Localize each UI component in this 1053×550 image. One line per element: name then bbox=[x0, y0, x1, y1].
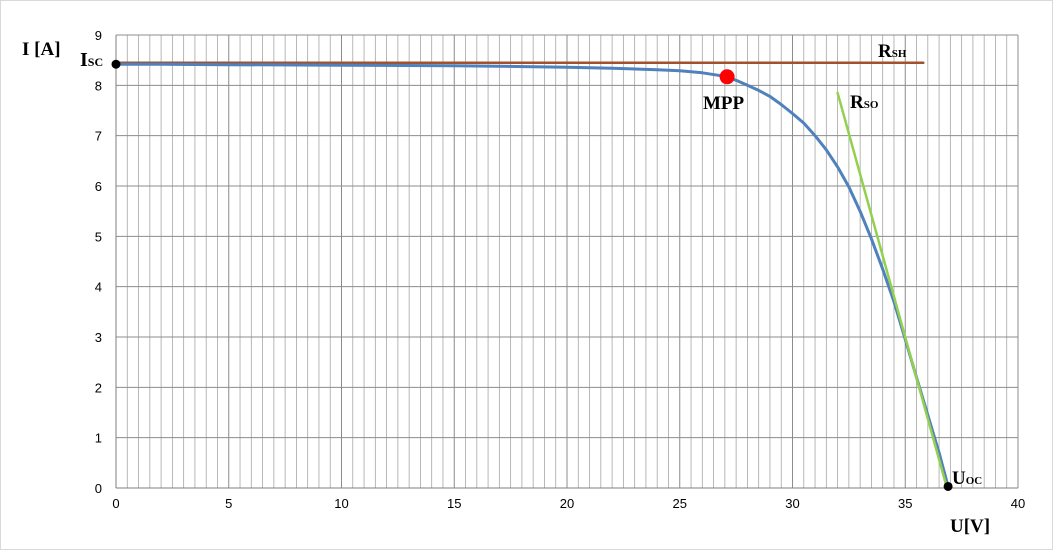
y-tick-label: 2 bbox=[95, 380, 102, 395]
isc-label-sub: SC bbox=[88, 55, 103, 69]
x-tick-label: 20 bbox=[560, 496, 574, 511]
uoc-point bbox=[943, 481, 953, 491]
mpp-point bbox=[719, 69, 735, 85]
x-tick-label: 35 bbox=[898, 496, 912, 511]
x-tick-label: 25 bbox=[673, 496, 687, 511]
uoc-label-main: U bbox=[952, 468, 966, 489]
rso-label-sub: SO bbox=[864, 99, 879, 111]
axes-layer bbox=[115, 35, 1018, 489]
x-tick-labels: 0 5 10 15 20 25 30 35 40 bbox=[112, 496, 1025, 511]
rsh-label-main: R bbox=[878, 41, 892, 62]
grid-layer bbox=[115, 34, 1019, 489]
x-tick-label: 5 bbox=[225, 496, 232, 511]
y-axis-label: I [A] bbox=[22, 39, 61, 60]
y-tick-label: 4 bbox=[95, 280, 102, 295]
points-layer bbox=[111, 59, 953, 491]
y-tick-label: 3 bbox=[95, 330, 102, 345]
x-tick-label: 10 bbox=[334, 496, 348, 511]
y-tick-label: 8 bbox=[95, 78, 102, 93]
x-tick-label: 30 bbox=[785, 496, 799, 511]
uoc-label: UOC bbox=[952, 468, 982, 489]
y-tick-label: 9 bbox=[95, 28, 102, 43]
y-tick-label: 5 bbox=[95, 229, 102, 244]
rso-line bbox=[836, 91, 949, 490]
rsh-label-sub: SH bbox=[892, 48, 907, 60]
rso-label-main: R bbox=[850, 92, 864, 113]
x-tick-label: 15 bbox=[447, 496, 461, 511]
y-tick-labels: 0 1 2 3 4 5 6 7 8 9 bbox=[95, 28, 102, 496]
x-tick-label: 0 bbox=[112, 496, 119, 511]
mpp-label: MPP bbox=[703, 93, 745, 114]
y-tick-label: 7 bbox=[95, 129, 102, 144]
x-tick-label: 40 bbox=[1011, 496, 1025, 511]
isc-label: ISC bbox=[80, 49, 103, 71]
isc-point bbox=[111, 59, 121, 69]
y-tick-label: 6 bbox=[95, 179, 102, 194]
y-tick-label: 0 bbox=[95, 481, 102, 496]
rsh-label: RSH bbox=[878, 41, 907, 62]
iv-curve-line bbox=[114, 62, 950, 488]
rso-label: RSO bbox=[850, 92, 879, 113]
y-tick-label: 1 bbox=[95, 431, 102, 446]
x-axis-label: U[V] bbox=[950, 516, 990, 537]
series-layer bbox=[114, 61, 950, 490]
uoc-label-sub: OC bbox=[966, 475, 983, 487]
isc-label-main: I bbox=[80, 49, 88, 71]
